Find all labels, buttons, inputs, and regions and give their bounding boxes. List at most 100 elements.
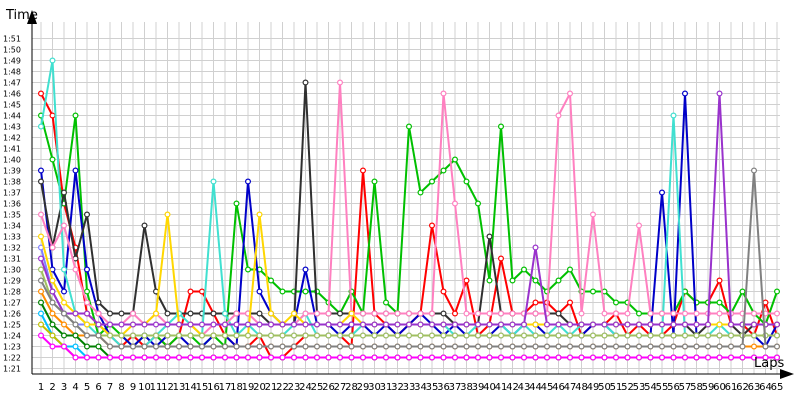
data-point xyxy=(440,354,447,361)
data-point xyxy=(72,354,79,361)
data-point xyxy=(60,343,67,350)
data-point xyxy=(624,332,631,339)
data-point xyxy=(566,321,573,328)
data-point xyxy=(440,321,447,328)
data-point xyxy=(520,332,527,339)
x-tick-label: 50 xyxy=(598,382,611,393)
data-point xyxy=(486,233,493,240)
x-tick-label: 64 xyxy=(759,382,772,393)
data-point xyxy=(106,354,113,361)
data-point xyxy=(624,343,631,350)
data-point xyxy=(635,332,642,339)
x-tick-label: 20 xyxy=(253,382,266,393)
x-tick-label: 11 xyxy=(150,382,163,393)
data-point xyxy=(210,332,217,339)
data-point xyxy=(693,310,700,317)
data-point xyxy=(37,123,44,130)
data-point xyxy=(325,332,332,339)
x-tick-labels: 1 2 3 4 5 6 7 8 9 1011121314151617181920212223242… xyxy=(38,382,784,393)
y-axis-arrow xyxy=(27,10,37,24)
x-tick-label: 41 xyxy=(495,382,508,393)
data-point xyxy=(440,310,447,317)
data-point xyxy=(452,354,459,361)
data-point xyxy=(578,343,585,350)
y-tick-label: 1:49 xyxy=(3,57,21,66)
data-point xyxy=(406,354,413,361)
y-tick-label: 1:23 xyxy=(3,343,21,352)
x-tick-label: 59 xyxy=(702,382,715,393)
y-tick-labels: 1:21 1:22 1:23 1:24 1:25 1:26 1:27 1:28 1:29 1:30… xyxy=(3,35,21,374)
data-point xyxy=(256,211,263,218)
data-point xyxy=(268,310,275,317)
data-point xyxy=(773,354,780,361)
data-point xyxy=(153,343,160,350)
data-point xyxy=(291,332,298,339)
data-point xyxy=(566,299,573,306)
data-point xyxy=(429,222,436,229)
y-tick-label: 1:48 xyxy=(3,68,21,77)
data-point xyxy=(532,310,539,317)
data-point xyxy=(291,310,298,317)
data-point xyxy=(440,90,447,97)
data-point xyxy=(555,332,562,339)
data-point xyxy=(153,332,160,339)
x-tick-label: 57 xyxy=(679,382,692,393)
data-point xyxy=(417,354,424,361)
data-point xyxy=(452,200,459,207)
data-point xyxy=(532,354,539,361)
data-point xyxy=(750,167,757,174)
data-point xyxy=(406,123,413,130)
data-point xyxy=(624,354,631,361)
data-point xyxy=(164,310,171,317)
data-point xyxy=(440,167,447,174)
data-point xyxy=(612,343,619,350)
data-point xyxy=(256,354,263,361)
data-point xyxy=(716,277,723,284)
data-point xyxy=(60,321,67,328)
data-point xyxy=(670,332,677,339)
data-point xyxy=(37,288,44,295)
data-point xyxy=(681,343,688,350)
y-tick-label: 1:50 xyxy=(3,46,21,55)
data-point xyxy=(429,354,436,361)
data-point xyxy=(371,321,378,328)
data-point xyxy=(118,343,125,350)
data-point xyxy=(406,332,413,339)
data-point xyxy=(72,332,79,339)
data-point xyxy=(647,354,654,361)
x-tick-label: 12 xyxy=(161,382,174,393)
data-point xyxy=(37,90,44,97)
data-point xyxy=(302,266,309,273)
data-point xyxy=(762,343,769,350)
data-point xyxy=(658,310,665,317)
x-tick-label: 47 xyxy=(564,382,577,393)
y-tick-label: 1:28 xyxy=(3,288,21,297)
x-tick-label: 58 xyxy=(690,382,703,393)
data-point xyxy=(337,343,344,350)
data-point xyxy=(773,343,780,350)
data-point xyxy=(325,343,332,350)
data-point xyxy=(486,354,493,361)
x-tick-label: 10 xyxy=(138,382,151,393)
data-point xyxy=(589,288,596,295)
data-point xyxy=(704,343,711,350)
data-point xyxy=(486,332,493,339)
data-point xyxy=(141,354,148,361)
data-point xyxy=(348,332,355,339)
data-point xyxy=(532,277,539,284)
y-tick-label: 1:38 xyxy=(3,178,21,187)
series-10 xyxy=(37,90,780,328)
x-tick-label: 63 xyxy=(748,382,761,393)
data-point xyxy=(693,343,700,350)
data-point xyxy=(60,266,67,273)
data-point xyxy=(153,354,160,361)
data-point xyxy=(291,343,298,350)
data-point xyxy=(693,321,700,328)
data-point xyxy=(164,354,171,361)
data-point xyxy=(268,321,275,328)
x-tick-label: 22 xyxy=(276,382,289,393)
data-point xyxy=(141,222,148,229)
data-point xyxy=(302,288,309,295)
data-point xyxy=(118,332,125,339)
data-point xyxy=(222,321,229,328)
